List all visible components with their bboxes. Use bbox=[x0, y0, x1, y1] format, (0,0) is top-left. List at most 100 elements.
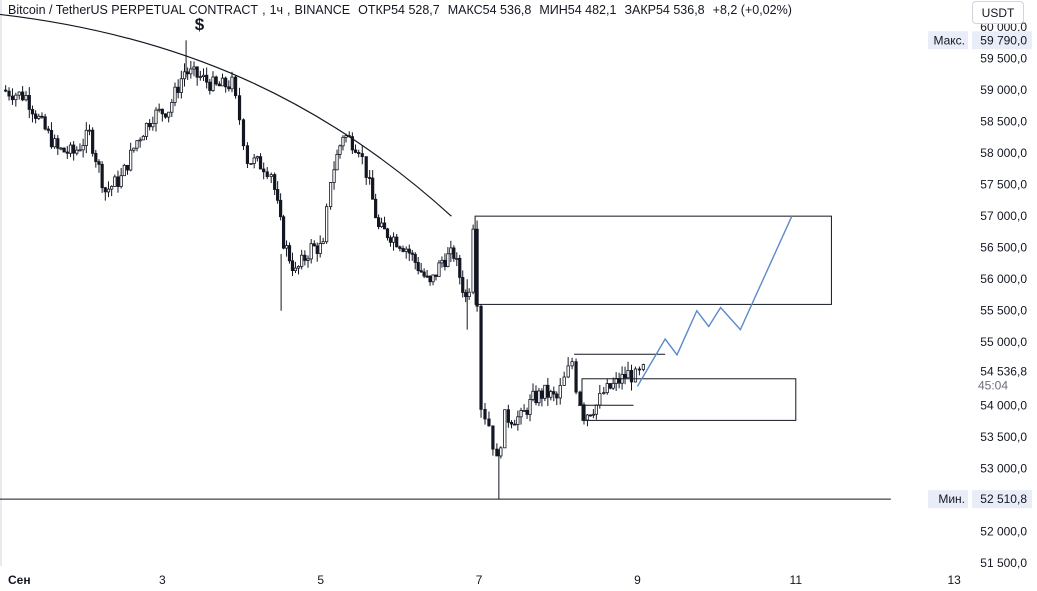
candle-body bbox=[562, 376, 566, 386]
candle-body bbox=[241, 119, 246, 147]
candle-body bbox=[87, 129, 92, 132]
price-tick-label: 55 000,0 bbox=[980, 335, 1027, 349]
candle-body bbox=[279, 199, 283, 218]
candle-body bbox=[404, 248, 408, 252]
candle-body bbox=[40, 115, 44, 118]
time-tick-label: 13 bbox=[947, 573, 961, 587]
open-value: 54 528,7 bbox=[391, 3, 440, 17]
candle-body bbox=[75, 149, 79, 154]
candle-body bbox=[78, 149, 82, 152]
price-tick-label: 52 000,0 bbox=[980, 524, 1027, 538]
price-tick-label: 57 000,0 bbox=[980, 209, 1027, 223]
candle-body bbox=[198, 76, 202, 78]
candle-body bbox=[276, 189, 280, 201]
symbol-name[interactable]: Bitcoin / TetherUS PERPETUAL CONTRACT bbox=[8, 3, 259, 17]
candle-body bbox=[534, 390, 538, 404]
chart-overlays: $ bbox=[0, 13, 891, 500]
candle-body bbox=[252, 157, 256, 164]
high-value: 54 536,8 bbox=[482, 3, 532, 17]
candle-body bbox=[410, 252, 414, 255]
candle-body bbox=[574, 361, 578, 393]
candle-body bbox=[641, 364, 645, 370]
exchange-label: BINANCE bbox=[294, 3, 351, 17]
candle-body bbox=[637, 368, 642, 371]
candle-body bbox=[208, 81, 212, 91]
candle-body bbox=[72, 144, 76, 154]
price-tick-label: 57 500,0 bbox=[980, 178, 1027, 192]
candle-body bbox=[422, 271, 426, 277]
candle-body bbox=[154, 109, 158, 124]
max-label-bg bbox=[928, 31, 968, 50]
candle-body bbox=[258, 156, 263, 170]
candle-body bbox=[588, 414, 593, 417]
symbol-legend: Bitcoin / TetherUS PERPETUAL CONTRACT, 1… bbox=[8, 3, 792, 17]
high-label: МАКС bbox=[447, 3, 483, 17]
close-label: ЗАКР bbox=[624, 3, 656, 17]
candle-body bbox=[382, 222, 387, 230]
candle-body bbox=[245, 145, 250, 164]
candle-body bbox=[582, 404, 586, 421]
currency-button[interactable]: USDT bbox=[972, 1, 1024, 24]
candle-body bbox=[138, 139, 142, 142]
price-tick-label: 53 000,0 bbox=[980, 461, 1027, 475]
candle-body bbox=[461, 277, 465, 293]
candle-body bbox=[506, 409, 510, 423]
candle-body bbox=[467, 291, 471, 298]
price-axis[interactable]: 60 000,059 500,059 000,058 500,058 000,0… bbox=[928, 20, 1032, 570]
candle-body bbox=[163, 113, 168, 118]
candle-body bbox=[201, 74, 206, 77]
candle-body bbox=[398, 246, 402, 249]
candle-body bbox=[10, 95, 15, 101]
candle-body bbox=[395, 236, 399, 248]
candle-body bbox=[30, 109, 35, 115]
time-tick-label: 5 bbox=[317, 573, 324, 587]
candle-body bbox=[449, 247, 453, 255]
candle-body bbox=[353, 149, 358, 153]
support-box bbox=[581, 378, 797, 421]
candle-body bbox=[471, 228, 475, 293]
candle-body bbox=[452, 247, 456, 259]
candle-body bbox=[53, 138, 57, 148]
candle-body bbox=[407, 248, 411, 254]
candle-body bbox=[284, 245, 289, 249]
candle-body bbox=[585, 414, 590, 421]
candle-body bbox=[157, 108, 161, 111]
candle-body bbox=[605, 383, 609, 394]
min-value-bg bbox=[972, 490, 1032, 509]
candle-body bbox=[182, 71, 187, 80]
dollar-marker-icon: $ bbox=[195, 15, 205, 34]
candle-body bbox=[119, 175, 123, 187]
arc-drawing bbox=[0, 13, 452, 217]
low-label: МИН bbox=[539, 3, 568, 17]
candle-body bbox=[509, 421, 514, 425]
candle-body bbox=[318, 243, 322, 254]
candle-body bbox=[144, 122, 149, 137]
candle-body bbox=[273, 174, 277, 190]
candle-body bbox=[255, 156, 259, 159]
candle-body bbox=[487, 418, 491, 427]
candle-body bbox=[379, 222, 384, 228]
candle-body bbox=[167, 111, 171, 118]
candle-body bbox=[237, 95, 242, 121]
candle-body bbox=[287, 245, 292, 262]
candle-body bbox=[413, 253, 417, 263]
candle-body bbox=[148, 122, 152, 128]
price-tick-label: 53 500,0 bbox=[980, 430, 1027, 444]
interval-label[interactable]: 1ч bbox=[269, 3, 284, 17]
candle-body bbox=[100, 163, 104, 189]
candle-body bbox=[525, 410, 529, 415]
candle-body bbox=[211, 76, 215, 91]
candle-body bbox=[37, 115, 41, 119]
close-value: 54 536,8 bbox=[655, 3, 705, 17]
candle-body bbox=[269, 174, 273, 177]
candle-body bbox=[537, 390, 541, 404]
candles bbox=[4, 40, 645, 500]
countdown-timer: 45:04 bbox=[978, 378, 1008, 392]
candle-body bbox=[546, 384, 550, 398]
candle-body bbox=[141, 135, 145, 141]
candle-body bbox=[335, 153, 339, 171]
price-tick-label: 55 500,0 bbox=[980, 304, 1027, 318]
time-axis[interactable]: Сен 3 5 7 9 11 13 bbox=[8, 573, 961, 587]
candle-body bbox=[531, 390, 535, 400]
